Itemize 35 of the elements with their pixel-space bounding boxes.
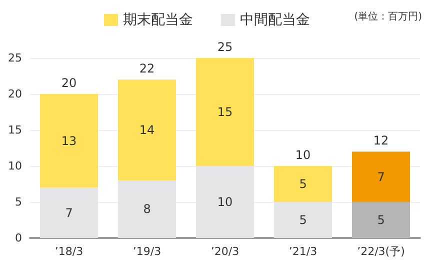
y-tick-label: 15 (8, 124, 22, 136)
x-tick-label: ’19/3 (132, 245, 162, 258)
bar (274, 166, 332, 202)
total-label: 22 (139, 62, 155, 76)
bar (118, 80, 176, 180)
x-tick-label: ’20/3 (210, 245, 240, 258)
legend-label: 中間配当金 (240, 12, 310, 28)
total-label: 20 (61, 76, 77, 90)
bar (40, 94, 98, 188)
data-label: 8 (143, 202, 151, 216)
total-label: 10 (295, 148, 311, 162)
data-label: 5 (299, 177, 307, 191)
legend-label: 期末配当金 (123, 12, 193, 28)
data-label: 5 (377, 213, 385, 227)
data-label: 14 (139, 123, 155, 137)
y-tick-label: 20 (8, 88, 22, 100)
data-label: 13 (61, 134, 77, 148)
x-tick-label: ’21/3 (288, 245, 318, 258)
y-tick-label: 10 (8, 160, 22, 172)
data-label: 10 (217, 195, 233, 209)
y-tick-label: 5 (15, 196, 22, 208)
x-tick-label: ’22/3(予) (357, 245, 405, 258)
x-tick-label: ’18/3 (54, 245, 84, 258)
data-label: 7 (65, 206, 73, 220)
bar (352, 152, 410, 202)
data-label: 7 (377, 170, 385, 184)
y-tick-label: 0 (15, 232, 22, 244)
total-label: 12 (373, 134, 389, 148)
y-tick-label: 25 (8, 52, 22, 64)
data-label: 5 (299, 213, 307, 227)
bar (352, 202, 410, 238)
total-label: 25 (217, 40, 233, 54)
data-label: 15 (217, 105, 233, 119)
bar (196, 58, 254, 166)
text: (単位：百万円) (354, 10, 422, 22)
